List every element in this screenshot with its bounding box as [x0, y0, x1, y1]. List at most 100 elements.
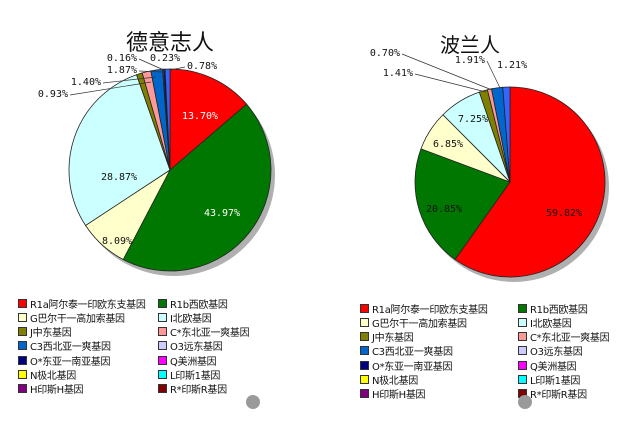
legend-label: C3西北亚一爽基因: [30, 342, 111, 354]
chart-title: 德意志人: [126, 31, 214, 56]
legend-swatch: [158, 327, 167, 337]
legend-item: I北欧基因: [518, 316, 572, 330]
legend-swatch: [18, 384, 27, 394]
legend-label: G巴尔干一高加索基因: [372, 318, 467, 330]
legend-label: C3西北亚一爽基因: [372, 347, 453, 359]
data-label: 7.25%: [458, 114, 488, 125]
data-label: 0.23%: [150, 53, 180, 64]
data-label: 1.21%: [497, 60, 527, 71]
legend-swatch: [158, 341, 167, 351]
legend-swatch: [518, 317, 527, 327]
legend-item: R1b西欧基因: [518, 302, 588, 316]
legend-item: H印斯H基因: [360, 388, 426, 402]
leader-line: [169, 66, 186, 71]
legend-item: O*东亚一南亚基因: [360, 359, 453, 373]
legend-label: N极北基因: [30, 371, 76, 382]
legend-swatch: [518, 346, 527, 356]
pie-slice: [414, 148, 511, 261]
legend-label: N极北基因: [372, 376, 418, 387]
legend-label: R1b西欧基因: [530, 304, 588, 316]
legend-swatch: [18, 355, 27, 365]
legend-label: O*东亚一南亚基因: [30, 356, 111, 368]
legend-label: J中东基因: [30, 328, 72, 340]
legend-swatch: [518, 360, 527, 370]
legend-item: O*东亚一南亚基因: [18, 354, 111, 368]
legend-label: O3远东基因: [530, 347, 583, 359]
legend-item: G巴尔干一高加索基因: [18, 311, 125, 325]
legend-swatch: [360, 332, 369, 342]
legend-item: N极北基因: [18, 369, 76, 382]
legend-swatch: [360, 389, 369, 399]
data-label: 13.70%: [182, 111, 218, 122]
legend-label: Q美洲基因: [170, 356, 217, 368]
legend-label: H印斯H基因: [372, 390, 426, 402]
pie-slice: [164, 68, 171, 171]
legend-swatch: [518, 375, 527, 384]
legend-label: R1a阿尔泰一印欧东支基因: [30, 299, 146, 311]
data-label: 43.97%: [204, 208, 240, 219]
leader-line: [486, 60, 501, 89]
data-label: 0.70%: [370, 48, 400, 59]
legend-item: I北欧基因: [158, 311, 212, 325]
legend-swatch: [158, 298, 167, 308]
legend-swatch: [158, 355, 167, 365]
legend-swatch: [360, 317, 369, 327]
legend-item: O3远东基因: [158, 340, 223, 353]
legend-swatch: [518, 303, 527, 313]
leader-line: [138, 70, 163, 73]
legend-item: R*印斯R基因: [158, 383, 227, 397]
data-label: 1.87%: [107, 65, 137, 76]
pie-slice: [502, 86, 511, 183]
watermark-badge-icon: [518, 395, 532, 409]
legend-item: R1a阿尔泰一印欧东支基因: [360, 302, 488, 316]
chart-title: 波兰人: [440, 33, 500, 57]
legend-item: R1b西欧基因: [158, 297, 228, 311]
pie-slice: [122, 103, 272, 272]
data-label: 0.93%: [38, 89, 68, 100]
pie-slice: [454, 86, 606, 278]
watermark-text: 头条@等: [536, 397, 580, 410]
data-label: 6.85%: [433, 139, 463, 150]
watermark-badge-icon: [246, 395, 260, 409]
legend-swatch: [360, 360, 369, 370]
data-label: 1.41%: [383, 68, 413, 79]
legend-item: C3西北亚一爽基因: [360, 345, 453, 359]
data-label: 59.82%: [546, 208, 582, 219]
legend-label: R*印斯R基因: [170, 385, 227, 397]
leader-line: [102, 76, 157, 84]
legend-item: L印斯1基因: [158, 369, 220, 382]
legend-label: L印斯1基因: [530, 376, 581, 387]
legend-label: O*东亚一南亚基因: [372, 361, 453, 373]
legend-label: G巴尔干一高加索基因: [30, 313, 125, 325]
legend-item: G巴尔干一高加索基因: [360, 316, 467, 330]
legend-item: H印斯H基因: [18, 383, 84, 397]
legend-label: H印斯H基因: [30, 385, 84, 397]
data-label: 28.87%: [101, 172, 137, 183]
legend-swatch: [18, 370, 27, 379]
legend-label: R1a阿尔泰一印欧东支基因: [372, 304, 488, 316]
data-label: 20.85%: [426, 204, 462, 215]
legend-swatch: [18, 312, 27, 322]
legend-swatch: [360, 346, 369, 356]
legend-label: I北欧基因: [170, 313, 212, 325]
leader-line: [414, 73, 487, 93]
watermark-text: 头条@等: [264, 397, 308, 410]
legend-swatch: [158, 312, 167, 322]
legend-swatch: [18, 327, 27, 337]
pie-slice: [68, 74, 171, 226]
data-label: 0.78%: [187, 61, 217, 72]
data-label: 1.40%: [71, 77, 101, 88]
legend-swatch: [18, 341, 27, 351]
legend-item: J中东基因: [360, 331, 414, 344]
legend-item: Q美洲基因: [158, 354, 217, 368]
legend-label: Q美洲基因: [530, 361, 577, 373]
legend-item: C*东北亚一爽基因: [518, 331, 610, 344]
legend-swatch: [518, 332, 527, 342]
legend-label: R1b西欧基因: [170, 299, 228, 311]
legend-swatch: [158, 384, 167, 394]
legend-item: O3远东基因: [518, 345, 583, 359]
legend-item: J中东基因: [18, 326, 72, 340]
data-label: 0.16%: [107, 53, 137, 64]
leader-line: [138, 58, 167, 72]
